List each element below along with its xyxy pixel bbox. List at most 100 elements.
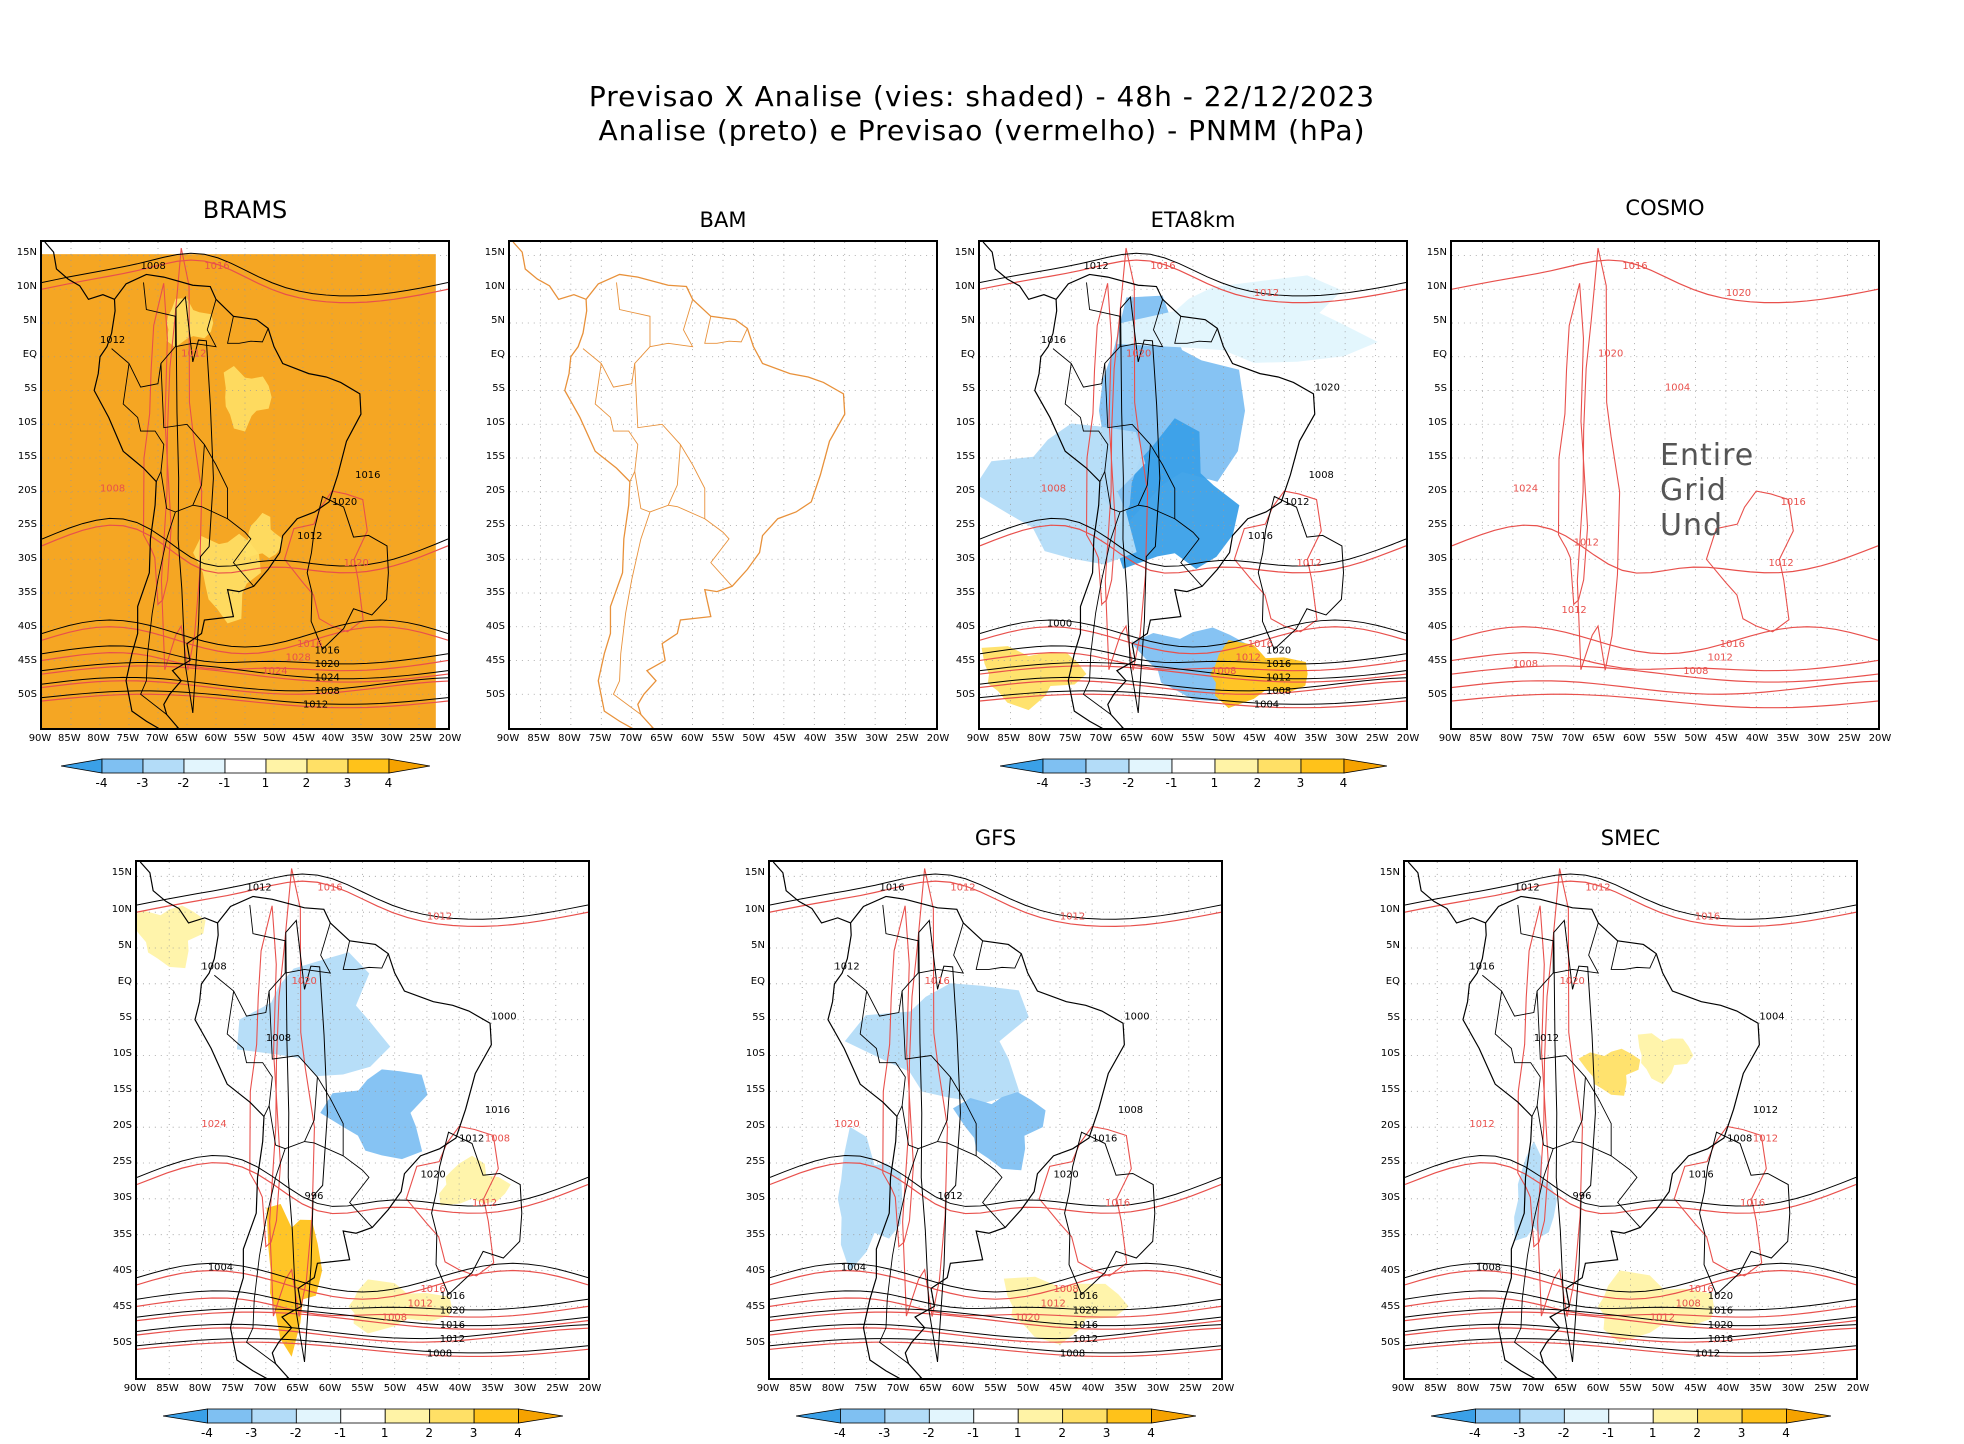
lat-tick-label: 5N [961,314,975,326]
analysis-contour-label: 996 [1573,1191,1592,1202]
country-border [582,299,694,388]
colorbar-label: -4 [1036,776,1049,790]
colorbar: -4 -3 -2 -1 1 2 3 4 [60,758,430,794]
country-border [1494,990,1541,1117]
colorbar-label: 4 [514,1426,522,1440]
colorbar-label: -1 [1602,1426,1615,1440]
lon-tick-label: 75W [1489,1383,1512,1394]
forecast-contour-label: 1020 [1598,349,1623,360]
lon-tick-label: 75W [1058,733,1082,744]
bias-blob [242,512,283,559]
lon-tick-label: 45W [1715,733,1738,744]
colorbar-label: -2 [1557,1426,1570,1440]
country-border [918,1077,951,1150]
colorbar-swatch [265,758,307,774]
panel-title: ETA8km [1150,208,1236,232]
analysis-isobar [980,676,1406,692]
colorbar-label: 1 [1210,776,1219,790]
forecast-isobar [137,1162,588,1215]
lon-tick-label: 75W [854,1383,877,1394]
colorbar-swatch [1061,1408,1108,1424]
lon-tick-label: 30W [1807,733,1830,744]
analysis-isobar [770,1290,1221,1311]
lon-tick-label: 80W [558,733,581,744]
lon-tick-label: 80W [87,733,110,744]
lat-tick-label: 50S [1380,1336,1400,1348]
forecast-contour-label: 1008 [1513,659,1538,670]
colorbar-swatch [1150,1408,1196,1424]
grid-undefined-message: Entire Grid Und [1660,438,1755,543]
forecast-isobar [1405,1327,1856,1343]
analysis-contour-label: 1008 [1727,1133,1752,1144]
analysis-contour-label: 1012 [834,961,859,972]
analysis-isobar [175,295,214,714]
colorbar-swatch [60,758,102,774]
lon-tick-label: 40W [448,1383,472,1394]
country-border [214,922,332,1017]
forecast-isobar [882,905,914,1248]
lon-tick-label: 40W [1716,1383,1740,1394]
coastline [44,242,115,301]
forecast-isobar [405,1125,499,1277]
analysis-contour-label: 1004 [208,1262,233,1273]
forecast-contour-label: 1020 [1726,288,1751,299]
forecast-isobar [1452,652,1878,672]
forecast-contour-label: 1016 [420,1284,445,1295]
colorbar-label: 2 [1058,1426,1066,1440]
forecast-isobar [1557,283,1589,606]
forecast-contour-label: 1012 [1296,558,1321,569]
lat-tick-label: 5N [1433,314,1447,326]
forecast-contour-label: 1016 [1248,639,1273,650]
forecast-isobar [42,626,448,655]
colorbar: -4 -3 -2 -1 1 2 3 4 [999,758,1387,794]
forecast-isobar [770,1341,1221,1358]
map-frame [508,240,938,730]
colorbar-swatch [1128,758,1172,774]
coastline [1462,895,1760,1378]
country-border [1610,940,1657,970]
analysis-contour-label: 1012 [297,531,322,542]
lat-tick-label: 15S [1427,450,1447,462]
colorbar-label: -3 [245,1426,258,1440]
country-border [668,504,705,520]
country-border [1536,990,1641,1228]
lat-tick-label: 45S [485,654,505,666]
country-border [304,1141,344,1157]
bias-blob [137,905,206,969]
lon-tick-label: 35W [481,1383,504,1394]
lat-tick-label: 45S [17,654,37,666]
lat-tick-label: 10N [744,903,765,915]
bias-shading [42,254,436,728]
colorbar-swatch [1696,1408,1743,1424]
analysis-isobar [980,662,1406,680]
forecast-contour-label: 1008 [1683,666,1708,677]
analysis-contour-label: 1012 [1083,261,1108,272]
analysis-contour-label: 1000 [1124,1012,1149,1023]
country-border [937,1141,977,1157]
analysis-isobar [42,690,448,705]
panel-title: GFS [974,826,1017,850]
country-border [245,1105,286,1365]
colorbar-swatch [972,1408,1019,1424]
analysis-isobar [431,1131,523,1296]
forecast-isobar [1405,1297,1856,1318]
bias-blob [980,423,1146,565]
lat-tick-label: 50S [17,688,37,700]
lon-tick-label: 30W [380,733,403,744]
analysis-contour-label: 1008 [266,1033,291,1044]
country-border [878,1105,919,1365]
colorbar-swatch [1017,1408,1063,1424]
colorbar: -4 -3 -2 -1 1 2 3 4 [1430,1408,1831,1444]
forecast-isobar [980,652,1406,672]
analysis-isobar [42,252,448,297]
analysis-isobar [980,690,1406,705]
lon-tick-label: 90W [123,1383,147,1394]
lon-tick-label: 60W [204,733,228,744]
lat-tick-label: 15N [1379,867,1400,879]
country-border [704,316,748,344]
country-border [616,282,651,347]
lat-tick-label: 35S [1427,586,1447,598]
bias-blob [1003,1276,1129,1345]
lon-tick-label: 85W [527,733,551,744]
analysis-isobar [770,1155,1221,1207]
